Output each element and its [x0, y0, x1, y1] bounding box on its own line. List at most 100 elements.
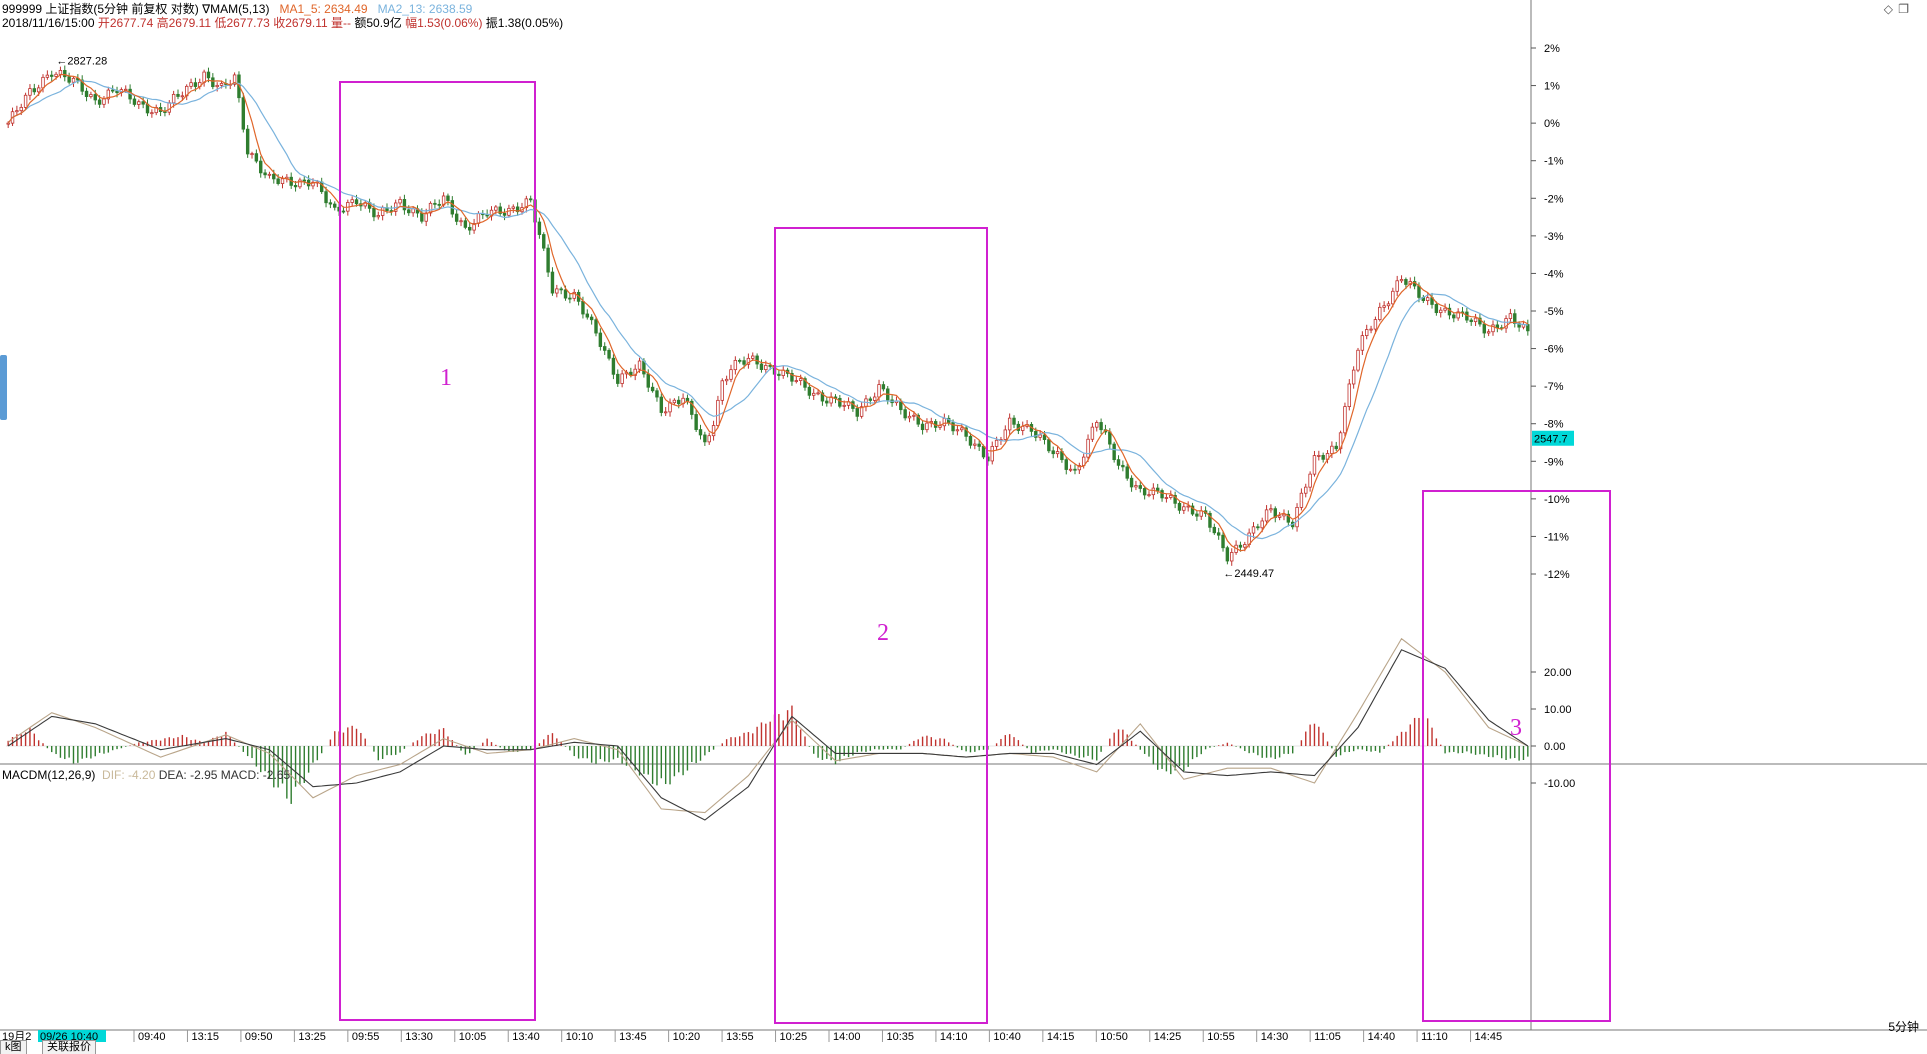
- candle-body: [1469, 319, 1473, 323]
- candle-body: [1299, 492, 1304, 508]
- candle-body: [110, 89, 115, 92]
- candle-body: [1007, 417, 1012, 431]
- candle-body: [716, 399, 720, 426]
- candle-body: [912, 414, 916, 417]
- candle-body: [559, 288, 563, 291]
- candle-body: [280, 178, 285, 184]
- diamond-icon[interactable]: ◇: [1883, 2, 1893, 16]
- candle-body: [1491, 324, 1495, 333]
- candle-body: [420, 212, 424, 222]
- macd-name[interactable]: MACDM(12,26,9): [2, 768, 96, 782]
- candle-body: [171, 93, 176, 104]
- candle-body: [398, 199, 402, 204]
- timeframe-label[interactable]: 5分钟: [1888, 1020, 1919, 1034]
- candle-body: [546, 247, 550, 273]
- candle-body: [877, 384, 881, 398]
- candle-body: [1190, 505, 1195, 515]
- indicator-name[interactable]: ∇MAM(5,13): [202, 2, 270, 16]
- high-value: 高2679.11: [156, 16, 212, 30]
- candle-body: [942, 417, 947, 427]
- time-tick-label: 10:40: [993, 1031, 1021, 1043]
- candle-body: [63, 69, 67, 78]
- candle-body: [968, 435, 973, 446]
- candle-body: [729, 369, 733, 380]
- candle-body: [1399, 279, 1404, 282]
- candle-body: [267, 173, 272, 176]
- candle-body: [1264, 509, 1269, 522]
- window-restore-icon[interactable]: ❐: [1898, 2, 1909, 16]
- candle-body: [698, 429, 703, 436]
- candle-body: [428, 202, 433, 214]
- highlight-box-2: [774, 227, 988, 1024]
- time-tick-label: 14:10: [940, 1031, 968, 1043]
- amplitude-value: 振1.38(0.05%): [485, 16, 564, 30]
- candle-body: [1177, 502, 1182, 511]
- candle-body: [28, 88, 32, 96]
- price-ytick-label: -5%: [1544, 306, 1564, 318]
- macd-ytick-label: -10.00: [1544, 778, 1575, 790]
- candle-body: [424, 212, 428, 222]
- candle-body: [598, 332, 603, 347]
- candle-body: [603, 346, 607, 351]
- candle-body: [206, 71, 211, 79]
- candle-body: [1090, 426, 1095, 440]
- candle-body: [245, 128, 250, 155]
- time-tick-label: 10:20: [673, 1031, 701, 1043]
- candle-body: [528, 198, 533, 201]
- candle-body: [219, 83, 224, 86]
- ohlc-row: 2018/11/16/15:00 开2677.74 高2679.11 低2677…: [2, 16, 563, 30]
- candle-body: [328, 202, 333, 205]
- candle-body: [1443, 307, 1447, 311]
- candle-body: [951, 422, 955, 432]
- tab-related-quotes[interactable]: 关联报价: [42, 1040, 96, 1054]
- candle-body: [798, 378, 803, 381]
- candle-body: [463, 220, 468, 228]
- chart-scroll-handle[interactable]: [0, 355, 7, 420]
- candle-body: [80, 79, 84, 92]
- tab-kline[interactable]: k图: [0, 1040, 27, 1054]
- candle-body: [263, 172, 267, 176]
- candle-body: [1482, 323, 1486, 334]
- candle-body: [1125, 466, 1129, 479]
- candle-body: [1365, 329, 1369, 337]
- highlight-box-3: [1422, 490, 1611, 1022]
- ma2-line: [7, 80, 1528, 540]
- candle-body: [1129, 477, 1134, 488]
- candle-body: [607, 349, 611, 359]
- time-highlight-bg: [38, 1030, 106, 1042]
- candle-body: [372, 207, 376, 218]
- time-tick-label: 14:25: [1154, 1031, 1182, 1043]
- time-tick-label: 09:50: [245, 1031, 273, 1043]
- candle-body: [655, 390, 659, 398]
- candle-body: [742, 360, 746, 365]
- candle-body: [838, 397, 842, 407]
- candle-body: [677, 399, 681, 405]
- candle-body: [990, 446, 994, 462]
- candle-body: [820, 392, 825, 402]
- candle-body: [1486, 331, 1491, 334]
- price-ytick-label: 0%: [1544, 118, 1560, 130]
- candle-body: [872, 396, 877, 401]
- candle-body: [459, 220, 463, 223]
- high-price-marker: ←2827.28: [56, 55, 107, 67]
- candle-body: [1334, 445, 1338, 450]
- candle-body: [616, 373, 620, 384]
- candle-body: [1112, 443, 1116, 461]
- candle-body: [93, 94, 97, 101]
- candle-body: [32, 88, 37, 93]
- time-tick-label: 13:15: [191, 1031, 219, 1043]
- candle-body: [1121, 464, 1125, 468]
- candle-body: [137, 101, 141, 105]
- change-value: 幅1.53(0.06%): [405, 16, 483, 30]
- candle-body: [41, 76, 45, 89]
- candle-body: [36, 87, 41, 93]
- candle-body: [807, 386, 812, 396]
- candle-body: [1243, 544, 1247, 548]
- candle-body: [132, 98, 137, 105]
- time-tick-label: 14:45: [1475, 1031, 1503, 1043]
- time-tick-label: 10:10: [566, 1031, 594, 1043]
- time-tick-label: 10:25: [780, 1031, 808, 1043]
- candle-body: [1504, 318, 1508, 329]
- candle-body: [272, 173, 276, 180]
